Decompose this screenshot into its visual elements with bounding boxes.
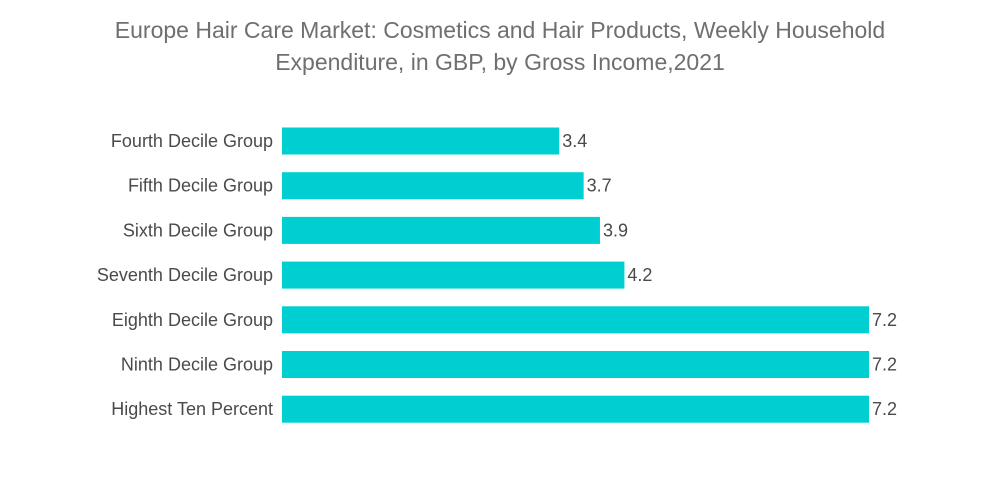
category-label: Seventh Decile Group [97, 265, 273, 285]
value-label: 7.2 [872, 310, 897, 330]
category-label: Fourth Decile Group [111, 131, 273, 151]
value-label: 3.7 [587, 176, 612, 196]
value-label: 7.2 [872, 399, 897, 419]
bar [282, 216, 600, 244]
chart-title-line-1: Europe Hair Care Market: Cosmetics and H… [114, 17, 886, 43]
chart-title: Europe Hair Care Market: Cosmetics and H… [0, 14, 1000, 78]
bar [282, 395, 869, 423]
bar [282, 261, 625, 289]
value-label: 3.9 [603, 220, 628, 240]
value-label: 3.4 [562, 131, 587, 151]
bar [282, 306, 869, 334]
bar [282, 351, 869, 378]
category-label: Fifth Decile Group [128, 176, 273, 196]
category-label: Ninth Decile Group [121, 355, 273, 375]
category-label: Eighth Decile Group [112, 310, 273, 330]
category-label: Highest Ten Percent [111, 399, 273, 419]
chart-title-line-2: Expenditure, in GBP, by Gross Income,202… [275, 49, 725, 75]
value-label: 4.2 [627, 265, 652, 285]
value-label: 7.2 [872, 355, 897, 375]
bar [282, 127, 560, 155]
category-label: Sixth Decile Group [123, 220, 273, 240]
bar [282, 172, 584, 200]
